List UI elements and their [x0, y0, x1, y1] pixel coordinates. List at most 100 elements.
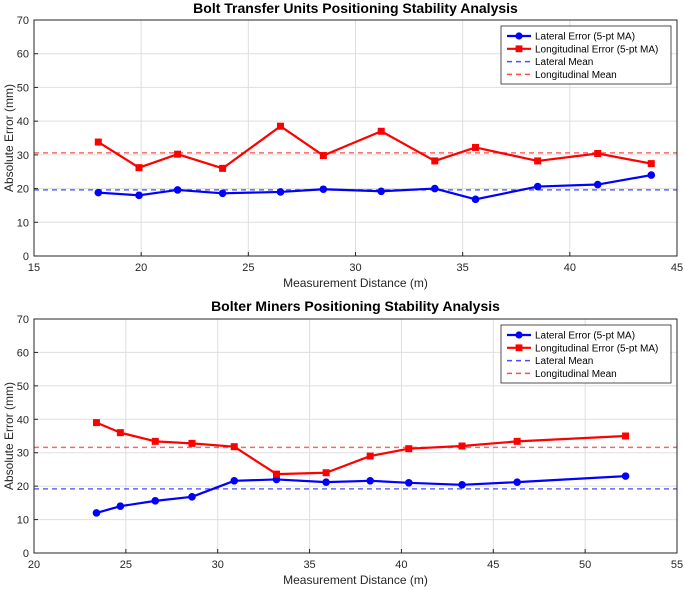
- legend-label: Longitudinal Mean: [535, 70, 617, 81]
- legend-swatch-marker: [515, 344, 523, 352]
- series-line-longitudinal: [96, 421, 626, 476]
- y-tick-label: 0: [23, 548, 29, 560]
- data-point-lateral: [218, 189, 227, 198]
- data-point-longitudinal: [322, 469, 330, 477]
- x-tick-label: 45: [671, 262, 683, 274]
- y-tick-label: 40: [17, 414, 29, 426]
- legend-item-longitudinal-error: Longitudinal Error (5-pt MA): [507, 44, 658, 55]
- y-tick-label: 70: [17, 314, 29, 326]
- data-point-longitudinal: [513, 437, 521, 445]
- legend-item-lateral-error: Lateral Error (5-pt MA): [507, 32, 635, 43]
- legend-label: Lateral Mean: [535, 356, 593, 367]
- legend-label: Longitudinal Error (5-pt MA): [535, 44, 658, 55]
- legend: Lateral Error (5-pt MA)Longitudinal Erro…: [500, 324, 672, 384]
- legend-swatch-marker: [515, 331, 523, 339]
- x-axis-label: Measurement Distance (m): [283, 276, 428, 290]
- chart-2: 20 25 30 35 40 45 50 55 0 10 20 30 40 50 60 70 Bolter Mi…: [2, 298, 683, 587]
- data-point-lateral: [513, 478, 521, 486]
- data-point-lateral: [593, 180, 602, 189]
- x-tick-label: 30: [349, 262, 361, 274]
- legend-label: Lateral Error (5-pt MA): [535, 331, 635, 342]
- legend-label: Lateral Mean: [535, 57, 593, 68]
- legend-label: Lateral Error (5-pt MA): [535, 32, 635, 43]
- data-point-lateral: [471, 195, 480, 204]
- data-point-lateral: [276, 188, 285, 196]
- data-point-longitudinal: [219, 164, 227, 172]
- chart-title: Bolt Transfer Units Positioning Stabilit…: [193, 0, 518, 16]
- y-axis-label: Absolute Error (mm): [2, 382, 16, 490]
- x-tick-label: 25: [242, 262, 254, 274]
- series-line-lateral: [96, 475, 626, 514]
- legend-item-longitudinal-mean: Longitudinal Mean: [507, 369, 617, 380]
- data-point-lateral: [188, 493, 196, 501]
- data-point-lateral: [135, 191, 143, 200]
- data-point-longitudinal: [276, 122, 284, 130]
- axes-frame: [33, 318, 678, 554]
- data-point-longitudinal: [151, 437, 159, 445]
- series-line-lateral: [98, 174, 652, 201]
- data-point-longitudinal: [92, 419, 100, 427]
- legend-item-longitudinal-error: Longitudinal Error (5-pt MA): [507, 343, 658, 354]
- data-point-lateral: [377, 187, 386, 196]
- data-point-lateral: [94, 188, 103, 197]
- data-point-lateral: [533, 182, 542, 191]
- x-tick-label: 20: [135, 262, 147, 274]
- data-point-longitudinal: [594, 150, 602, 158]
- y-tick-label: 50: [17, 381, 29, 393]
- data-point-longitudinal: [377, 127, 385, 135]
- data-point-lateral: [151, 497, 160, 505]
- x-tick-label: 35: [457, 262, 469, 274]
- legend-swatch-marker: [515, 32, 523, 40]
- y-tick-label: 40: [17, 116, 29, 128]
- y-tick-label: 60: [17, 347, 29, 359]
- legend-item-lateral-error: Lateral Error (5-pt MA): [507, 331, 635, 342]
- y-tick-label: 30: [17, 448, 29, 460]
- y-tick-label: 10: [17, 217, 29, 229]
- data-point-longitudinal: [273, 470, 281, 478]
- x-tick-label: 45: [487, 559, 499, 571]
- data-point-lateral: [319, 185, 328, 194]
- y-tick-label: 50: [17, 82, 29, 94]
- legend-label: Longitudinal Error (5-pt MA): [535, 343, 658, 354]
- legend-item-lateral-mean: Lateral Mean: [507, 356, 593, 367]
- data-point-lateral: [173, 186, 182, 194]
- y-tick-label: 20: [17, 481, 29, 493]
- legend-item-lateral-mean: Lateral Mean: [507, 57, 593, 68]
- data-point-lateral: [116, 502, 125, 511]
- x-tick-label: 55: [671, 559, 683, 571]
- x-tick-label: 50: [579, 559, 591, 571]
- x-tick-label: 40: [395, 559, 407, 571]
- y-tick-label: 70: [17, 15, 29, 27]
- legend-swatch-marker: [515, 45, 523, 53]
- data-point-lateral: [647, 171, 656, 179]
- data-point-lateral: [366, 476, 374, 485]
- series-line-longitudinal: [97, 125, 652, 170]
- y-tick-label: 0: [23, 251, 29, 263]
- data-point-longitudinal: [174, 150, 182, 158]
- data-point-longitudinal: [188, 439, 196, 447]
- data-point-longitudinal: [230, 443, 238, 451]
- data-point-longitudinal: [116, 429, 124, 437]
- x-tick-label: 40: [564, 262, 576, 274]
- data-point-lateral: [621, 472, 630, 480]
- y-axis-label: Absolute Error (mm): [2, 84, 16, 192]
- data-point-lateral: [92, 509, 101, 517]
- chart-1: 15 20 25 30 35 40 45 0 10 20 30 40 50 60 70 Bolt Transf…: [2, 0, 683, 290]
- data-point-longitudinal: [366, 452, 374, 460]
- data-point-longitudinal: [405, 445, 413, 453]
- data-point-lateral: [322, 478, 330, 486]
- y-tick-label: 60: [17, 49, 29, 61]
- y-tick-label: 10: [17, 515, 29, 527]
- data-point-lateral: [230, 476, 239, 485]
- data-point-longitudinal: [472, 143, 480, 151]
- y-tick-label: 30: [17, 150, 29, 162]
- data-point-longitudinal: [431, 157, 439, 165]
- data-point-longitudinal: [319, 152, 327, 160]
- legend-label: Longitudinal Mean: [535, 369, 617, 380]
- data-point-lateral: [458, 481, 466, 489]
- x-tick-label: 35: [303, 559, 315, 571]
- x-tick-label: 30: [212, 559, 224, 571]
- x-tick-label: 15: [28, 262, 40, 274]
- data-point-lateral: [431, 184, 439, 193]
